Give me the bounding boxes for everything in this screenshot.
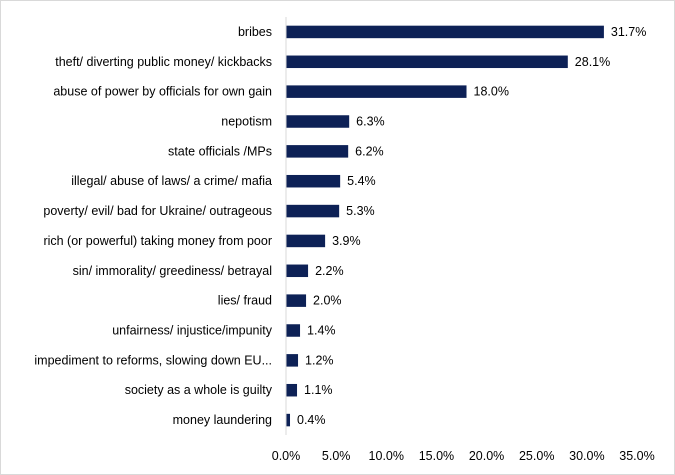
value-label: 3.9% xyxy=(332,234,361,248)
category-labels-group: bribes theft/ diverting public money/ kic… xyxy=(34,25,272,427)
bar xyxy=(286,383,298,397)
category-label: sin/ immorality/ greediness/ betrayal xyxy=(73,264,272,278)
x-tick-label: 30.0% xyxy=(569,449,604,463)
x-tick-label: 25.0% xyxy=(519,449,554,463)
bar xyxy=(286,324,301,337)
bar xyxy=(286,145,349,158)
bar xyxy=(286,354,299,367)
value-label: 18.0% xyxy=(474,85,509,99)
category-label: illegal/ abuse of laws/ a crime/ mafia xyxy=(71,174,272,188)
value-label: 1.2% xyxy=(305,353,334,367)
bar xyxy=(286,55,568,69)
x-tick-label: 5.0% xyxy=(322,449,351,463)
category-label: money laundering xyxy=(173,413,272,427)
x-tick-label: 0.0% xyxy=(272,449,301,463)
bar xyxy=(286,204,340,218)
value-label: 5.4% xyxy=(347,174,376,188)
category-label: poverty/ evil/ bad for Ukraine/ outrageo… xyxy=(43,204,272,218)
category-label: rich (or powerful) taking money from poo… xyxy=(43,234,272,248)
bar xyxy=(286,115,350,128)
value-label: 31.7% xyxy=(611,25,646,39)
value-label: 6.3% xyxy=(356,115,385,129)
category-label: lies/ fraud xyxy=(218,294,272,308)
category-label: society as a whole is guilty xyxy=(125,383,273,397)
category-label: abuse of power by officials for own gain xyxy=(53,85,272,99)
category-label: theft/ diverting public money/ kickbacks xyxy=(55,55,272,69)
bar xyxy=(286,25,604,39)
category-label: impediment to reforms, slowing down EU..… xyxy=(34,353,272,367)
category-label: bribes xyxy=(238,25,272,39)
value-label: 5.3% xyxy=(346,204,375,218)
value-label: 28.1% xyxy=(575,55,610,69)
bars-group xyxy=(286,25,604,427)
bar xyxy=(286,234,326,248)
category-label: unfairness/ injustice/impunity xyxy=(112,324,273,338)
value-label: 1.1% xyxy=(304,383,333,397)
value-label: 2.2% xyxy=(315,264,344,278)
x-tick-label: 20.0% xyxy=(469,449,504,463)
value-label: 6.2% xyxy=(355,144,384,158)
category-label: nepotism xyxy=(221,115,272,129)
category-label: state officials /MPs xyxy=(168,144,272,158)
value-label: 2.0% xyxy=(313,294,342,308)
bar xyxy=(286,413,291,427)
bar xyxy=(286,264,309,278)
x-tick-label: 10.0% xyxy=(369,449,404,463)
bar xyxy=(286,174,341,188)
bar xyxy=(286,85,467,98)
x-tick-label: 15.0% xyxy=(419,449,454,463)
x-tick-label: 35.0% xyxy=(619,449,654,463)
x-tick-labels-group: 0.0% 5.0% 10.0% 15.0% 20.0% 25.0% 30.0% 35.0% xyxy=(272,449,655,463)
value-label: 0.4% xyxy=(297,413,326,427)
bar xyxy=(286,294,307,307)
value-label: 1.4% xyxy=(307,324,336,338)
value-labels-group: 31.7% 28.1% 18.0% 6.3% 6.2% 5.4% 5.3% 3.9% 2.2% 2… xyxy=(297,25,646,427)
